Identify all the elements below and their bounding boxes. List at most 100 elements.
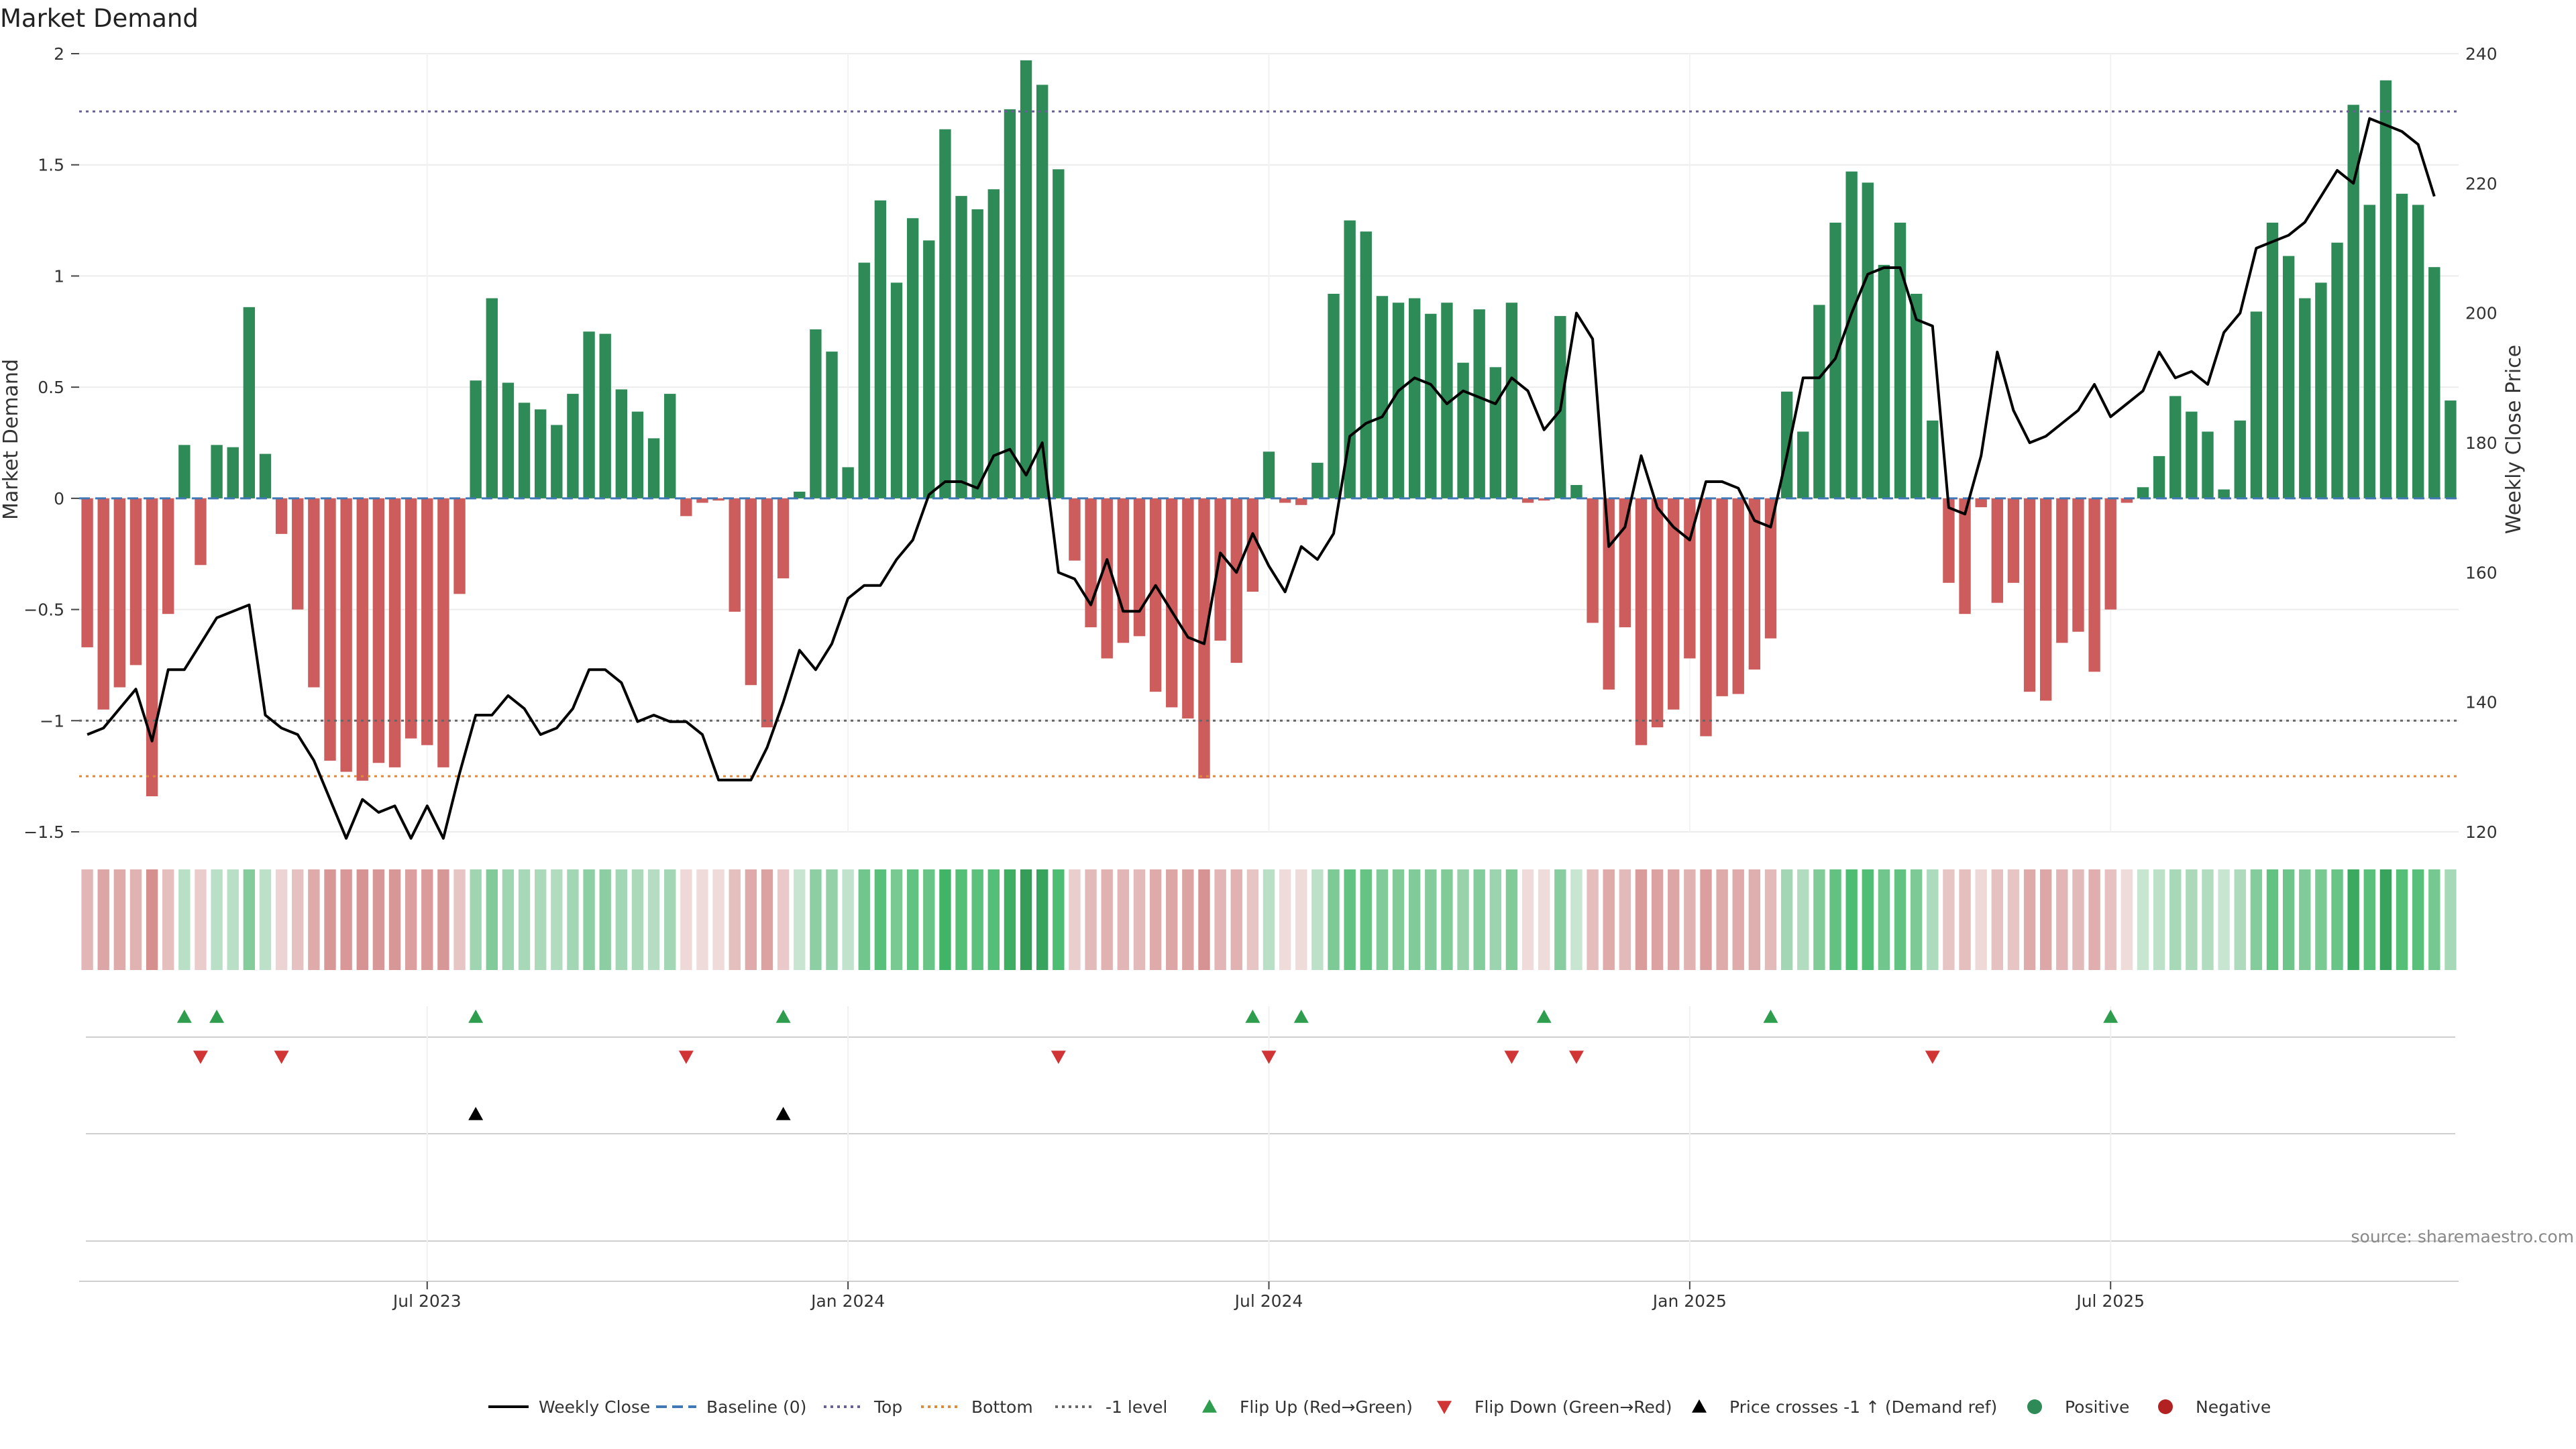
demand-bar bbox=[324, 498, 336, 761]
demand-bar bbox=[1959, 498, 1971, 614]
legend-label: Weekly Close bbox=[539, 1397, 650, 1417]
demand-bar bbox=[97, 498, 109, 710]
demand-bar bbox=[2299, 298, 2311, 498]
demand-bar bbox=[211, 445, 223, 498]
demand-bar bbox=[162, 498, 174, 614]
demand-bar bbox=[2428, 267, 2440, 498]
demand-bar bbox=[1036, 85, 1049, 498]
reference-lines bbox=[79, 110, 2459, 777]
heat-cell bbox=[971, 869, 983, 970]
demand-bar bbox=[1845, 171, 1858, 498]
x-tick-label: Jan 2024 bbox=[810, 1291, 885, 1311]
demand-bar bbox=[1441, 303, 1453, 498]
y-axis-label: Market Demand bbox=[0, 359, 23, 520]
demand-bar bbox=[1538, 498, 1550, 501]
heat-cell bbox=[1441, 869, 1453, 970]
demand-bar bbox=[2007, 498, 2020, 583]
heat-cell bbox=[2153, 869, 2165, 970]
y2-tick-label: 220 bbox=[2465, 174, 2498, 193]
legend-label: Flip Down (Green→Red) bbox=[1474, 1397, 1672, 1417]
price-polyline bbox=[87, 117, 2436, 840]
heat-cell bbox=[421, 869, 433, 970]
legend-swatch bbox=[2158, 1399, 2173, 1414]
heat-cell bbox=[1845, 869, 1858, 970]
demand-bar bbox=[1651, 498, 1664, 728]
legend-item: -1 level bbox=[1055, 1397, 1167, 1417]
demand-bar bbox=[1473, 309, 1485, 498]
heat-cell bbox=[453, 869, 466, 970]
legend-item: Top bbox=[824, 1397, 902, 1417]
demand-bar bbox=[1780, 391, 1793, 498]
legend-label: Negative bbox=[2196, 1397, 2271, 1417]
heat-cell bbox=[1295, 869, 1307, 970]
flip-down-marker bbox=[678, 1051, 694, 1064]
demand-bar bbox=[923, 240, 935, 498]
heat-cell bbox=[1619, 869, 1631, 970]
heat-cell bbox=[1279, 869, 1291, 970]
x-tick-labels: Jul 2023 Jan 2024 Jul 2024 Jan 2025 Jul 2025 bbox=[392, 1281, 2145, 1311]
demand-bar bbox=[615, 389, 628, 498]
demand-bar bbox=[2121, 498, 2133, 503]
demand-bar bbox=[470, 380, 482, 498]
demand-bar bbox=[340, 498, 352, 772]
demand-bar bbox=[1910, 293, 1923, 498]
heat-cell bbox=[906, 869, 919, 970]
demand-bar bbox=[712, 498, 724, 501]
heat-cell bbox=[405, 869, 417, 970]
demand-bar bbox=[1505, 303, 1518, 498]
heat-cell bbox=[794, 869, 806, 970]
heat-cell bbox=[2347, 869, 2359, 970]
y-tick-label: 2 bbox=[54, 44, 64, 64]
heat-cell bbox=[178, 869, 191, 970]
legend-label: Price crosses -1 ↑ (Demand ref) bbox=[1729, 1397, 1997, 1417]
heat-cell bbox=[1894, 869, 1907, 970]
y2-axis-label: Weekly Close Price bbox=[2502, 345, 2526, 534]
heat-cell bbox=[712, 869, 724, 970]
heat-cell bbox=[680, 869, 692, 970]
y2-tick-label: 120 bbox=[2465, 822, 2498, 842]
heat-cell bbox=[1263, 869, 1275, 970]
demand-bar bbox=[2266, 222, 2279, 498]
heat-cell bbox=[1554, 869, 1566, 970]
demand-bar bbox=[2169, 396, 2182, 498]
demand-bar bbox=[583, 331, 595, 498]
demand-bar bbox=[1975, 498, 1987, 508]
heat-cell bbox=[1538, 869, 1550, 970]
y2-tick-labels: 240 220 200 180 160 140 120 bbox=[2465, 44, 2498, 842]
heat-cell bbox=[2396, 869, 2408, 970]
demand-bar bbox=[551, 425, 563, 498]
legend-swatch bbox=[1692, 1399, 1707, 1413]
heat-cell bbox=[2234, 869, 2246, 970]
heat-cell bbox=[211, 869, 223, 970]
flip-up-marker bbox=[468, 1010, 484, 1023]
demand-bar bbox=[2445, 400, 2457, 498]
demand-bar bbox=[647, 438, 660, 498]
demand-bar bbox=[1004, 109, 1016, 498]
demand-bar bbox=[129, 498, 142, 665]
demand-bar bbox=[971, 209, 983, 498]
heat-cell bbox=[113, 869, 126, 970]
heat-cell bbox=[647, 869, 660, 970]
flip-up-marker bbox=[176, 1010, 192, 1023]
demand-bar bbox=[2186, 411, 2198, 498]
demand-bar bbox=[1587, 498, 1599, 623]
price-cross-marker bbox=[468, 1107, 484, 1120]
demand-bar bbox=[729, 498, 741, 612]
demand-bar bbox=[308, 498, 320, 688]
demand-bar bbox=[1311, 462, 1324, 498]
heat-cell bbox=[1328, 869, 1340, 970]
heat-cell bbox=[1943, 869, 1955, 970]
flip-down-marker bbox=[193, 1051, 208, 1064]
demand-bars bbox=[81, 60, 2457, 796]
y-tick-label: 1.5 bbox=[38, 156, 64, 175]
x-tick-label: Jan 2025 bbox=[1652, 1291, 1727, 1311]
heat-cell bbox=[761, 869, 773, 970]
heat-cell bbox=[195, 869, 207, 970]
demand-bar bbox=[1927, 420, 1939, 498]
heat-cell bbox=[745, 869, 757, 970]
heat-cell bbox=[2379, 869, 2392, 970]
heat-cell bbox=[1927, 869, 1939, 970]
x-tick-label: Jul 2025 bbox=[2075, 1291, 2145, 1311]
demand-bar bbox=[696, 498, 708, 503]
chart-title: Market Demand bbox=[0, 4, 199, 33]
